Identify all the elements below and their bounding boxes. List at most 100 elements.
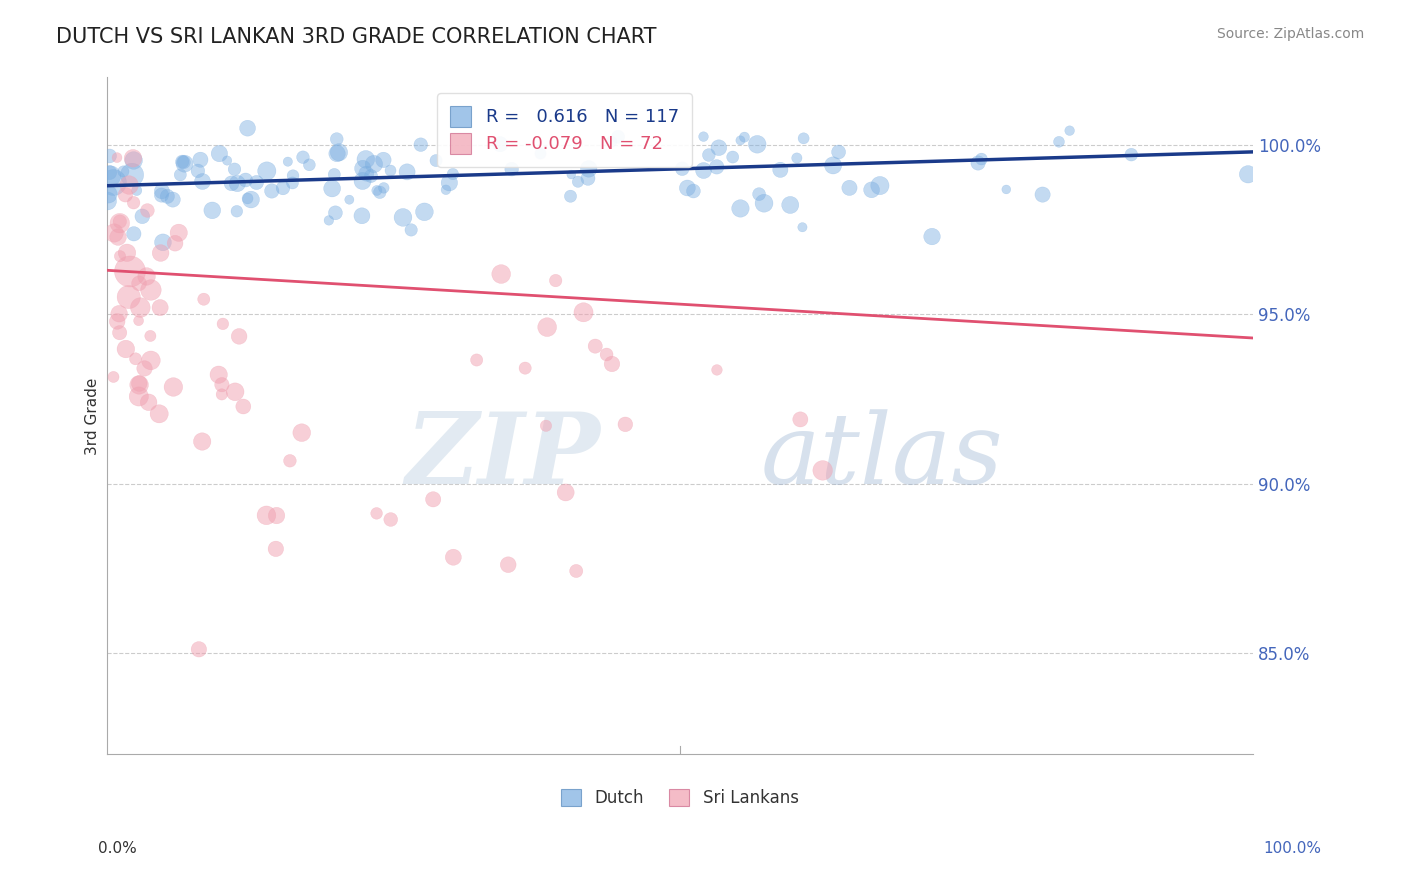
Point xyxy=(692,129,714,144)
Point xyxy=(576,171,599,186)
Point xyxy=(139,329,162,343)
Point xyxy=(118,178,141,192)
Point xyxy=(165,236,187,251)
Point xyxy=(323,168,346,182)
Point xyxy=(366,507,388,521)
Point xyxy=(396,165,419,179)
Point xyxy=(792,220,814,235)
Text: Source: ZipAtlas.com: Source: ZipAtlas.com xyxy=(1216,27,1364,41)
Point xyxy=(697,148,720,162)
Point xyxy=(560,189,582,203)
Point xyxy=(671,161,693,176)
Point xyxy=(191,434,214,449)
Point xyxy=(352,161,374,176)
Point xyxy=(363,157,385,171)
Point xyxy=(721,150,744,164)
Text: ZIP: ZIP xyxy=(405,409,600,505)
Point xyxy=(221,177,243,191)
Point xyxy=(131,210,153,224)
Point xyxy=(489,267,512,281)
Point xyxy=(256,164,278,178)
Point xyxy=(567,175,589,189)
Point xyxy=(128,389,150,403)
Point xyxy=(225,204,247,219)
Point xyxy=(350,209,373,223)
Point xyxy=(136,203,159,218)
Point xyxy=(554,485,576,500)
Point xyxy=(399,223,422,237)
Point xyxy=(1059,123,1081,137)
Point xyxy=(208,146,231,161)
Point xyxy=(105,314,128,328)
Point xyxy=(156,189,179,203)
Point xyxy=(501,162,523,177)
Point xyxy=(373,153,395,167)
Point xyxy=(224,162,246,177)
Point xyxy=(98,169,121,183)
Point xyxy=(108,326,131,340)
Point xyxy=(682,184,704,198)
Point xyxy=(786,151,808,165)
Point xyxy=(114,187,136,202)
Point xyxy=(281,176,304,190)
Point xyxy=(354,167,377,181)
Point xyxy=(298,158,321,172)
Point xyxy=(380,512,402,526)
Point xyxy=(326,132,349,146)
Point xyxy=(172,154,194,169)
Point xyxy=(544,274,567,288)
Point xyxy=(208,368,231,382)
Point xyxy=(811,463,834,477)
Point xyxy=(614,417,637,432)
Point xyxy=(515,361,537,376)
Point xyxy=(201,203,224,218)
Point xyxy=(534,418,557,433)
Point xyxy=(98,149,121,163)
Point xyxy=(256,508,278,523)
Point xyxy=(730,202,752,216)
Point xyxy=(152,235,174,250)
Point xyxy=(98,166,121,180)
Point xyxy=(148,407,170,421)
Point xyxy=(162,380,184,394)
Point xyxy=(149,301,172,315)
Point xyxy=(125,184,148,198)
Point xyxy=(465,353,488,368)
Point xyxy=(124,351,146,366)
Point xyxy=(115,245,138,260)
Point xyxy=(122,195,145,210)
Point xyxy=(354,153,377,167)
Point xyxy=(291,425,314,440)
Point xyxy=(150,184,173,198)
Point xyxy=(595,347,617,361)
Point xyxy=(752,196,775,211)
Point xyxy=(368,186,391,200)
Point xyxy=(328,145,350,160)
Point xyxy=(118,290,141,304)
Point xyxy=(281,169,304,183)
Point xyxy=(260,184,283,198)
Point xyxy=(560,168,582,182)
Point xyxy=(1047,135,1070,149)
Point xyxy=(1032,187,1054,202)
Point xyxy=(228,329,250,343)
Point xyxy=(149,246,172,260)
Point xyxy=(115,342,138,356)
Point xyxy=(1121,147,1143,161)
Point xyxy=(779,198,801,212)
Point xyxy=(108,214,131,228)
Point xyxy=(572,305,595,319)
Point xyxy=(413,204,436,219)
Point xyxy=(441,167,464,181)
Point xyxy=(748,187,770,202)
Point xyxy=(105,151,128,165)
Point xyxy=(232,400,254,414)
Point xyxy=(392,211,415,225)
Point xyxy=(838,181,860,195)
Point xyxy=(150,188,173,202)
Point xyxy=(236,121,259,136)
Point xyxy=(707,141,730,155)
Point xyxy=(747,137,769,152)
Point xyxy=(217,153,239,168)
Point xyxy=(108,249,131,263)
